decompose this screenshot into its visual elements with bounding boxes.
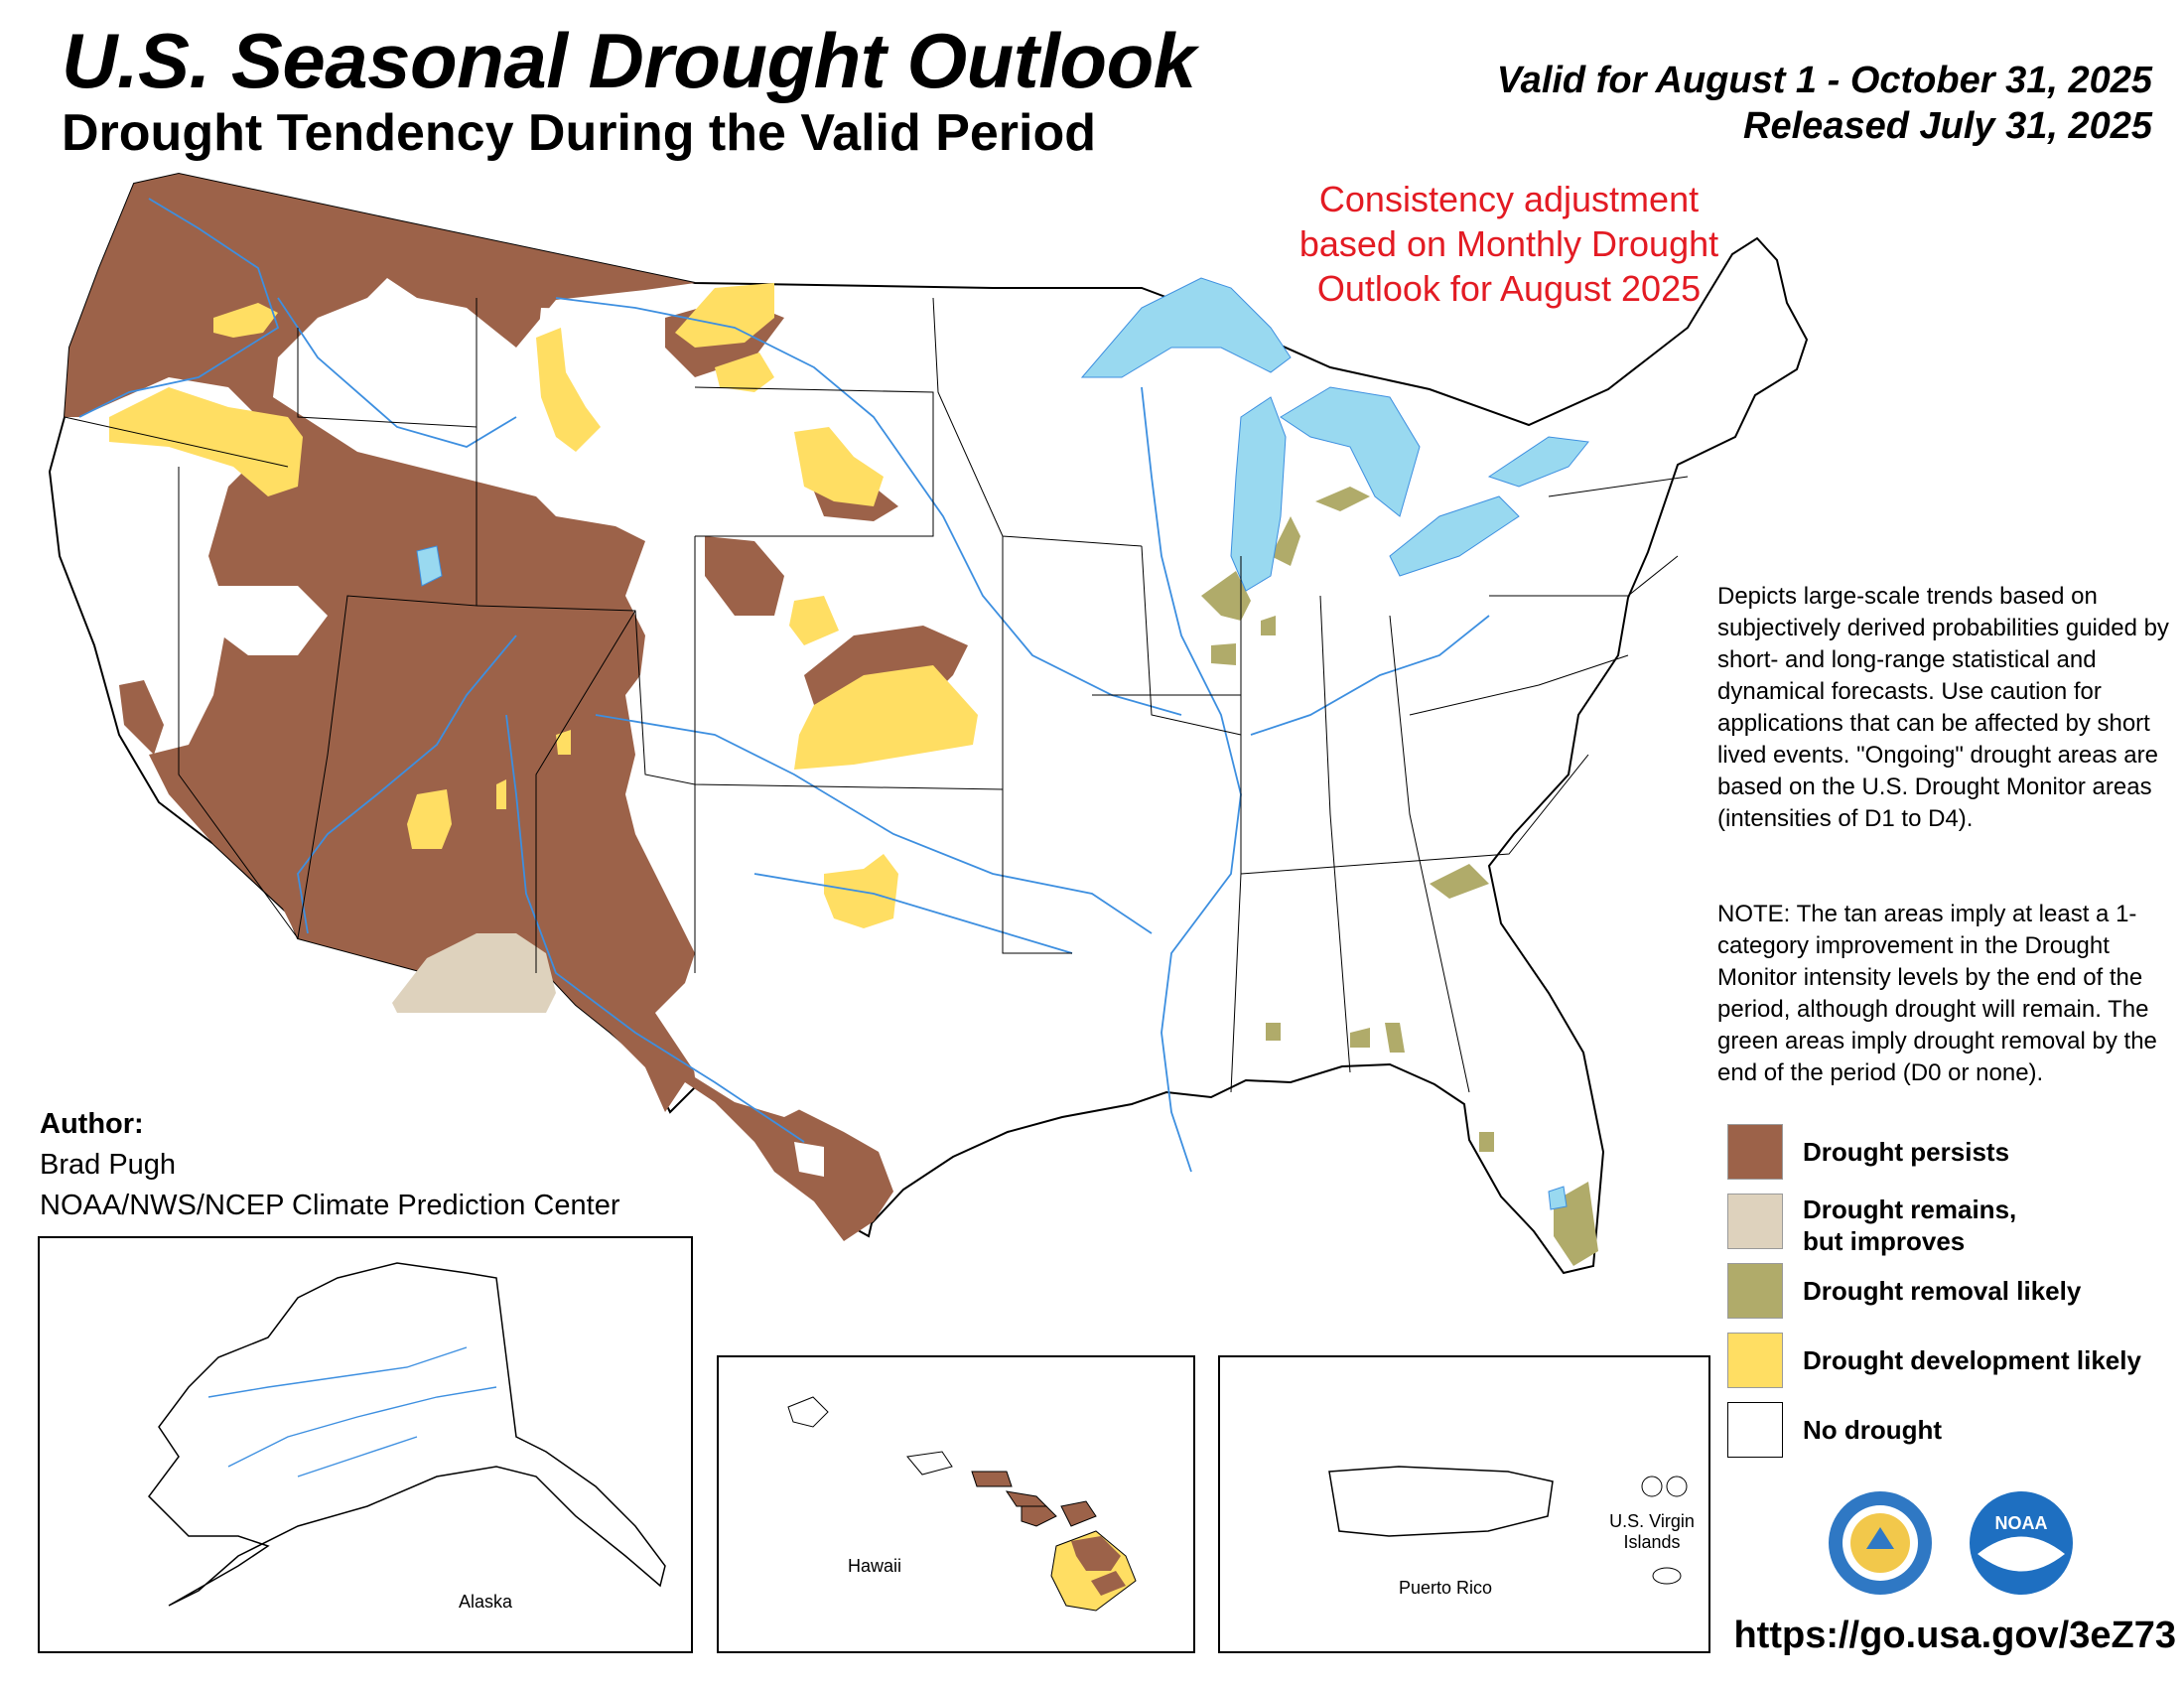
columbia-river: [78, 198, 280, 418]
drought-development-areas: [109, 283, 978, 928]
legend-label-persists: Drought persists: [1803, 1137, 2010, 1167]
red-river: [753, 873, 1073, 954]
removal-michigan-central: [1315, 487, 1370, 511]
release-date: Released July 31, 2025: [1743, 105, 2152, 147]
lake-ontario: [1487, 436, 1589, 488]
legend-item-persists: Drought persists: [1727, 1124, 2184, 1184]
puerto-rico-label: Puerto Rico: [1399, 1578, 1493, 1598]
lake-huron: [1280, 386, 1421, 517]
development-north-dakota: [715, 352, 774, 392]
persists-west-region: [65, 174, 893, 1241]
legend-label-improves: Drought remains, but improves: [1803, 1195, 2017, 1256]
missouri-river: [555, 297, 1182, 716]
removal-alabama: [1350, 1028, 1370, 1048]
alaska-label: Alaska: [459, 1592, 513, 1612]
commerce-seal-icon: [1829, 1491, 1932, 1595]
map-description: Depicts large-scale trends based on subj…: [1717, 583, 2169, 832]
lake-okeechobee: [1548, 1186, 1568, 1210]
ohio-river: [1250, 615, 1490, 736]
hawaii-map: [787, 1396, 1137, 1612]
legend-swatch-no-drought: [1727, 1402, 1783, 1458]
legend-item-development: Drought development likely: [1727, 1333, 2184, 1392]
alaska-outline: [148, 1262, 666, 1607]
development-nebraska: [789, 596, 839, 645]
legend-swatch-improves: [1727, 1194, 1783, 1249]
legend-item-no-drought: No drought: [1727, 1402, 2184, 1462]
removal-illinois: [1201, 571, 1251, 621]
development-montana-north: [675, 283, 774, 348]
legend-swatch-removal: [1727, 1263, 1783, 1319]
development-oregon: [109, 387, 303, 496]
rio-grande: [505, 714, 805, 1143]
lake-superior: [1080, 277, 1292, 378]
consistency-adjustment-note: Consistency adjustment based on Monthly …: [1298, 179, 1719, 309]
virgin-islands-label: U.S. Virgin Islands: [1609, 1511, 1695, 1552]
removal-michigan: [1271, 516, 1300, 566]
colorado-river: [297, 634, 517, 934]
removal-georgia: [1385, 1023, 1405, 1053]
development-washington: [213, 303, 278, 338]
legend-label-no-drought: No drought: [1803, 1415, 1943, 1445]
reference-url[interactable]: https://go.usa.gov/3eZ73: [1733, 1615, 2176, 1656]
removal-mississippi: [1266, 1023, 1281, 1041]
removal-florida-north: [1479, 1132, 1494, 1152]
alaska-map: [148, 1262, 666, 1607]
development-arizona: [407, 789, 452, 849]
hawaii-label: Hawaii: [848, 1556, 902, 1576]
development-new-mexico: [496, 779, 506, 809]
legend-item-improves: Drought remains, but improves: [1727, 1194, 2184, 1256]
legend-swatch-persists: [1727, 1124, 1783, 1180]
legend-item-removal: Drought removal likely: [1727, 1263, 2184, 1323]
noaa-logo-icon: NOAA: [1970, 1491, 2073, 1595]
rivers: [78, 198, 1490, 1173]
lake-erie: [1389, 495, 1520, 577]
great-salt-lake: [416, 545, 443, 587]
author-name: Brad Pugh: [40, 1149, 177, 1181]
snake-river: [277, 297, 517, 448]
development-south-dakota: [794, 427, 884, 506]
persists-great-plains: [705, 536, 784, 616]
noaa-logo-text: NOAA: [1995, 1513, 2048, 1533]
removal-illinois-south: [1211, 643, 1236, 665]
map-title: U.S. Seasonal Drought Outlook: [62, 17, 1196, 104]
map-subtitle: Drought Tendency During the Valid Period: [62, 104, 1097, 162]
legend-label-removal: Drought removal likely: [1803, 1276, 2082, 1306]
arkansas-river: [595, 714, 1153, 934]
state-boundaries: [64, 297, 1689, 1093]
puerto-rico-map: [1328, 1466, 1688, 1585]
puerto-rico-inset: Puerto Rico U.S. Virgin Islands: [1218, 1355, 1710, 1653]
alaska-inset: Alaska: [38, 1236, 693, 1653]
development-montana-west: [536, 328, 601, 452]
author-block: Author: Brad Pugh NOAA/NWS/NCEP Climate …: [40, 1104, 619, 1226]
author-heading: Author:: [40, 1108, 144, 1140]
lake-michigan: [1230, 396, 1287, 592]
legend-swatch-development: [1727, 1333, 1783, 1388]
improves-southwest: [392, 933, 556, 1013]
author-org: NOAA/NWS/NCEP Climate Prediction Center: [40, 1190, 620, 1221]
water-bodies: [416, 277, 1589, 1210]
persists-sierra: [119, 680, 164, 755]
valid-period: Valid for August 1 - October 31, 2025: [1496, 60, 2152, 101]
development-kansas: [794, 665, 978, 770]
hawaii-inset: Hawaii: [717, 1355, 1195, 1653]
removal-indiana: [1261, 616, 1276, 635]
map-note: NOTE: The tan areas imply at least a 1-c…: [1717, 901, 2157, 1086]
removal-carolinas: [1430, 864, 1489, 899]
legend-label-development: Drought development likely: [1803, 1345, 2141, 1375]
